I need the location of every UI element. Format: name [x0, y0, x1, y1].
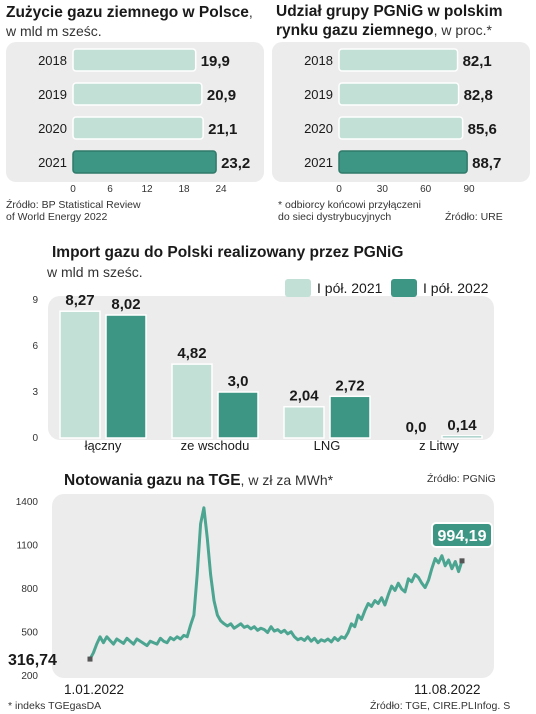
chart2-year-label: 2020: [304, 121, 333, 136]
chart3-y-tick: 3: [32, 387, 38, 398]
chart3-value-label: 8,27: [65, 292, 94, 309]
chart2-value-label: 82,1: [463, 53, 492, 70]
chart2-bar: [338, 150, 468, 174]
chart4-end-label: 994,19: [438, 528, 487, 545]
chart1-bar: [72, 116, 204, 140]
chart1-x-tick: 0: [70, 184, 76, 195]
chart1-x-tick: 12: [141, 184, 153, 195]
chart3-value-label: 4,82: [177, 345, 206, 362]
chart1-year-label: 2019: [38, 87, 67, 102]
chart2-bar: [338, 48, 459, 72]
chart1-svg: 2018 19,9 2019 20,9 2020 21,1 2021 23,2 0 6 12 18 24: [38, 48, 250, 195]
chart1-value-label: 21,1: [208, 121, 237, 138]
chart1-year-label: 2020: [38, 121, 67, 136]
chart4-start-marker: [87, 656, 93, 662]
chart3-svg: 0 3 6 9 8,27 8,02 łączny 4,82 3,0 ze wschodu 2,04 2…: [32, 292, 483, 453]
chart2-bar: [338, 82, 460, 106]
chart3-ylabel: w mld m sześc.: [47, 264, 143, 280]
chart3-category-label: łączny: [85, 438, 122, 453]
chart2-year-label: 2018: [304, 53, 333, 68]
chart2-title: Udział grupy PGNiG w polskim rynku gazu …: [276, 3, 503, 39]
chart3-category-label: z Litwy: [419, 438, 459, 453]
chart3-value-label: 2,04: [289, 388, 319, 405]
chart3-category-label: ze wschodu: [181, 438, 250, 453]
chart4-end-marker: [459, 558, 465, 564]
chart4-line: [88, 506, 464, 660]
chart4-y-tick: 1100: [16, 541, 38, 552]
chart1-x-tick: 6: [107, 184, 113, 195]
chart3-bar: [441, 435, 483, 439]
chart3-title: Import gazu do Polski realizowany przez …: [52, 244, 404, 261]
chart4-y-tick: 200: [21, 671, 38, 682]
chart4-x-start: 1.01.2022: [64, 682, 125, 697]
chart3-bar: [283, 405, 325, 439]
chart2-bar: [338, 116, 464, 140]
chart3-value-label: 2,72: [335, 377, 364, 394]
chart1-bar: [72, 48, 197, 72]
legend-swatch-2021: [285, 279, 311, 297]
chart4-panel: [52, 494, 494, 678]
chart2-value-label: 85,6: [468, 121, 497, 138]
chart2-footnote: * odbiorcy końcowi przyłączeni do sieci d…: [278, 199, 421, 223]
chart3-value-label: 0,0: [406, 419, 427, 436]
chart3-value-label: 8,02: [111, 296, 140, 313]
chart4-title: Notowania gazu na TGE, w zł za MWh*: [64, 472, 334, 489]
chart3-value-label: 0,14: [447, 417, 477, 434]
chart4-svg: 200 500 800 1100 1400 316,74 994,19: [8, 497, 493, 682]
chart1-value-label: 23,2: [221, 155, 250, 172]
chart2-svg: 2018 82,1 2019 82,8 2020 85,6 2021 88,7 0 30 60 90: [304, 48, 501, 195]
chart2-year-label: 2021: [304, 155, 333, 170]
chart2-x-tick: 30: [377, 184, 389, 195]
chart1-year-label: 2018: [38, 53, 67, 68]
chart3-y-tick: 9: [32, 295, 38, 306]
chart4-y-tick: 1400: [16, 497, 39, 508]
chart3-source: Źródło: PGNiG: [427, 473, 496, 485]
chart1-title: Zużycie gazu ziemnego w Polsce, w mld m …: [6, 4, 253, 39]
chart4-credit: Infog. S: [474, 700, 511, 712]
chart4-end-badge: [431, 522, 493, 548]
chart1-x-tick: 24: [215, 184, 227, 195]
chart3-bar: [59, 310, 101, 439]
chart3-y-tick: 0: [32, 433, 38, 444]
chart2-x-tick: 0: [336, 184, 342, 195]
chart4-source: Źródło: TGE, CIRE.PL: [370, 700, 474, 712]
chart1-source: Źródło: BP Statistical Review of World En…: [6, 199, 141, 223]
chart3-bar: [105, 314, 147, 439]
legend-swatch-2022: [391, 279, 417, 297]
chart4-x-end: 11.08.2022: [414, 682, 481, 697]
chart3-y-tick: 6: [32, 341, 38, 352]
chart3-category-label: LNG: [314, 438, 341, 453]
chart1-bar: [72, 150, 217, 174]
chart1-x-tick: 18: [178, 184, 190, 195]
chart1-value-label: 20,9: [207, 87, 236, 104]
chart1-bar: [72, 82, 203, 106]
chart3-bar: [329, 395, 371, 439]
chart4-y-tick: 800: [21, 584, 38, 595]
chart3-value-label: 3,0: [228, 373, 249, 390]
chart4-footnote: * indeks TGEgasDA: [8, 700, 102, 712]
chart3-bar: [171, 363, 213, 439]
chart2-value-label: 82,8: [464, 87, 493, 104]
chart1-year-label: 2021: [38, 155, 67, 170]
chart2-source: Źródło: URE: [445, 211, 503, 223]
legend-label-2022: I pół. 2022: [423, 280, 489, 296]
chart1-value-label: 19,9: [201, 53, 230, 70]
chart2-year-label: 2019: [304, 87, 333, 102]
chart3-bar: [217, 391, 259, 439]
chart2-value-label: 88,7: [472, 155, 501, 172]
chart4-start-label: 316,74: [8, 652, 57, 669]
chart4-y-tick: 500: [21, 628, 38, 639]
legend-label-2021: I pół. 2021: [317, 280, 383, 296]
chart2-x-tick: 90: [463, 184, 475, 195]
chart2-x-tick: 60: [420, 184, 432, 195]
